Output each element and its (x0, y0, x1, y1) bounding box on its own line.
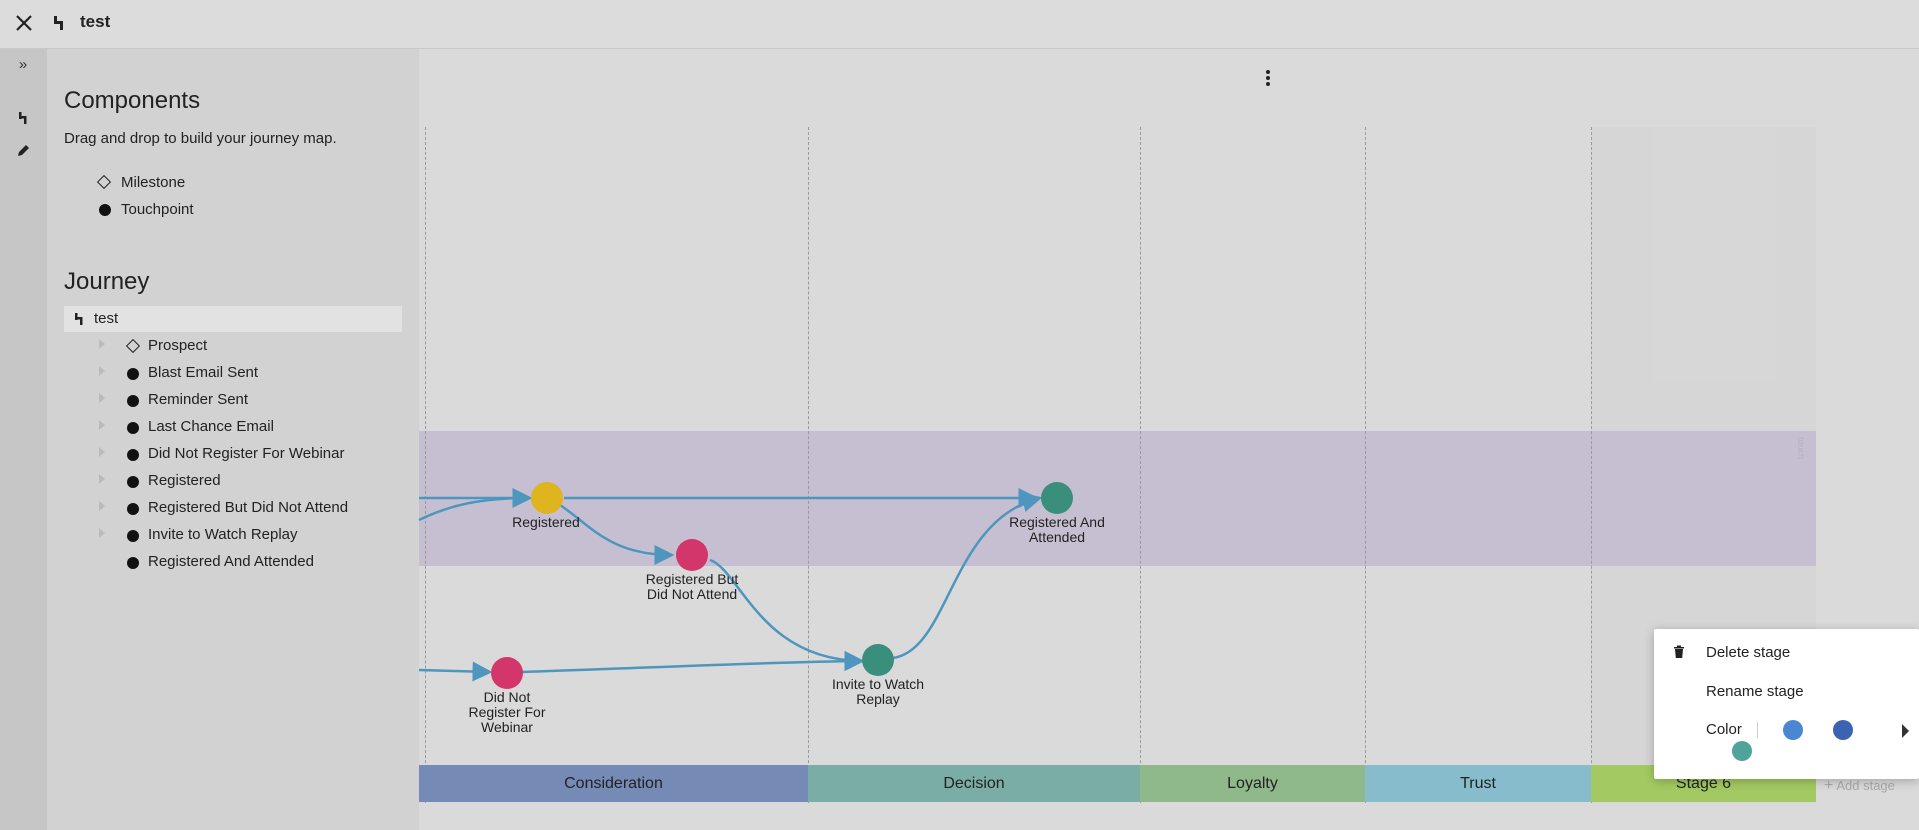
node-registered[interactable] (531, 482, 563, 514)
tree-item-reminder[interactable]: Reminder Sent (47, 387, 419, 414)
tree-item-label: Invite to Watch Replay (148, 526, 298, 543)
component-label: Milestone (121, 174, 186, 191)
expand-arrow-icon[interactable] (99, 420, 105, 430)
tree-item-registered-not-attend[interactable]: Registered But Did Not Attend (47, 495, 419, 522)
dot-icon (127, 530, 139, 542)
tree-item-last-chance[interactable]: Last Chance Email (47, 414, 419, 441)
tree-item-label: Last Chance Email (148, 418, 274, 435)
component-milestone[interactable]: Milestone (96, 172, 299, 194)
node-registered-not-attend[interactable] (676, 539, 708, 571)
tree-item-invite-replay[interactable]: Invite to Watch Replay (47, 522, 419, 549)
expand-arrow-icon[interactable] (99, 339, 105, 349)
expand-arrow-icon[interactable] (99, 528, 105, 538)
components-panel: Components Drag and drop to build your j… (47, 49, 419, 830)
add-stage-label: Add stage (1836, 778, 1895, 793)
journey-nav-icon[interactable] (12, 107, 34, 129)
stage-divider (808, 127, 809, 803)
tree-item-label: Registered (148, 472, 221, 489)
expand-arrow-icon[interactable] (99, 366, 105, 376)
expand-arrow-icon[interactable] (99, 474, 105, 484)
color-swatch[interactable] (1783, 720, 1803, 740)
journey-root-label: test (94, 310, 119, 327)
tree-item-did-not-register[interactable]: Did Not Register For Webinar (47, 441, 419, 468)
stage-trust[interactable]: Trust (1365, 765, 1591, 802)
left-rail: » (0, 49, 47, 830)
tree-item-registered[interactable]: Registered (47, 468, 419, 495)
node-registered-attended[interactable] (1041, 482, 1073, 514)
stage-divider (1591, 127, 1592, 803)
rename-stage-item[interactable]: Rename stage (1706, 683, 1804, 700)
diamond-icon (125, 338, 141, 354)
components-heading: Components (64, 87, 201, 114)
color-label: Color (1706, 721, 1742, 738)
swimlane[interactable]: touch (419, 431, 1816, 566)
next-colors-icon[interactable] (1902, 724, 1909, 738)
node-invite-replay[interactable] (862, 644, 894, 676)
color-swatch[interactable] (1732, 741, 1752, 761)
node-label: Did Not Register For Webinar (468, 689, 546, 735)
delete-stage-item[interactable]: Delete stage (1706, 644, 1791, 661)
node-label: Registered (512, 514, 580, 530)
tree-item-blast-email[interactable]: Blast Email Sent (47, 360, 419, 387)
node-label: Registered And Attended (1009, 514, 1105, 545)
journey-root-item[interactable]: test (64, 306, 402, 332)
dot-icon (127, 449, 139, 461)
tree-item-label: Registered And Attended (148, 553, 314, 570)
node-did-not-register[interactable] (491, 657, 523, 689)
tree-item-registered-attended[interactable]: Registered And Attended (47, 549, 419, 576)
dot-icon (127, 503, 139, 515)
lane-label: touch (1796, 437, 1806, 460)
tree-item-prospect[interactable]: Prospect (47, 333, 419, 360)
tree-item-label: Did Not Register For Webinar (148, 445, 345, 462)
journey-icon (54, 16, 63, 30)
dot-icon (99, 204, 111, 216)
tree-item-label: Registered But Did Not Attend (148, 499, 349, 516)
node-label: Invite to Watch Replay (831, 676, 925, 707)
close-icon[interactable] (12, 11, 36, 35)
components-subtitle: Drag and drop to build your journey map. (64, 130, 337, 147)
expand-icon[interactable]: » (18, 56, 28, 73)
expand-arrow-icon[interactable] (99, 447, 105, 457)
tree-item-label: Blast Email Sent (148, 364, 259, 381)
stage-context-menu: Delete stage Rename stage Color (1654, 629, 1919, 779)
journey-icon (75, 313, 83, 325)
expand-arrow-icon[interactable] (99, 501, 105, 511)
more-options-icon[interactable] (1263, 68, 1273, 88)
diamond-icon (96, 174, 112, 190)
component-touchpoint[interactable]: Touchpoint (99, 199, 299, 221)
component-label: Touchpoint (121, 201, 194, 218)
stage-divider (1140, 127, 1141, 803)
stage-decision[interactable]: Decision (808, 765, 1140, 802)
top-bar: test (0, 0, 1919, 49)
trash-icon[interactable] (1673, 645, 1685, 659)
pencil-icon[interactable] (12, 140, 34, 162)
stage-loyalty[interactable]: Loyalty (1140, 765, 1365, 802)
expand-arrow-icon[interactable] (99, 393, 105, 403)
dot-icon (127, 476, 139, 488)
add-stage-button[interactable]: + Add stage (1824, 777, 1895, 795)
dot-icon (127, 422, 139, 434)
stage-divider (1365, 127, 1366, 803)
divider (1757, 722, 1758, 738)
dot-icon (127, 557, 139, 569)
page-title: test (80, 12, 111, 31)
dot-icon (127, 368, 139, 380)
tree-item-label: Reminder Sent (148, 391, 249, 408)
tree-item-label: Prospect (148, 337, 208, 354)
stage-divider (425, 127, 426, 803)
plus-icon: + (1824, 777, 1834, 794)
stage-consideration[interactable]: Consideration (419, 765, 808, 802)
color-swatch[interactable] (1833, 720, 1853, 740)
dot-icon (127, 395, 139, 407)
node-label: Registered But Did Not Attend (645, 571, 739, 602)
journey-heading: Journey (64, 268, 150, 295)
